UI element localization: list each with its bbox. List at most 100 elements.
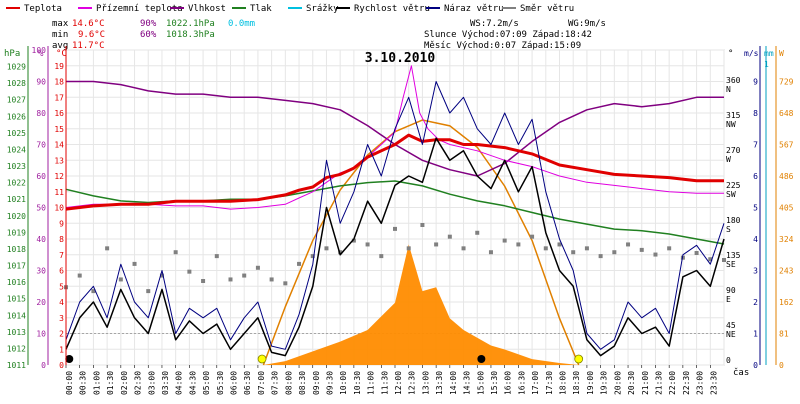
temperature-line — [65, 133, 724, 211]
direction-tick-compass: NE — [726, 330, 736, 339]
right-axes: °045NE90E135SE180S225SW270W315NW360Nm/s0… — [726, 46, 794, 370]
stats-min-press: 1018.3hPa — [166, 30, 215, 40]
direction-tick: 270 — [726, 146, 741, 155]
solar-tick: 324 — [779, 235, 794, 244]
legend-label-3: Tlak — [250, 4, 272, 14]
x-tick-label: 05:00 — [202, 371, 211, 395]
wind-dir-point — [420, 223, 425, 227]
hpa-tick: 1020 — [7, 212, 26, 221]
wind-dir-point — [132, 261, 137, 266]
wind-dir-point — [365, 242, 370, 247]
celsius-tick: 7 — [59, 251, 64, 260]
wind-dir-point — [502, 238, 507, 243]
hpa-tick: 1026 — [7, 112, 26, 121]
wind-dir-point — [612, 250, 617, 255]
x-tick-label: 06:30 — [243, 371, 252, 395]
wind-axis-label: m/s — [744, 49, 759, 58]
x-tick-label: 14:30 — [463, 371, 472, 395]
x-tick-label: 23:30 — [709, 371, 718, 395]
wind-tick: 7 — [753, 141, 758, 150]
x-tick-label: 20:00 — [613, 371, 622, 395]
percent-tick: 10 — [36, 330, 46, 339]
x-tick-label: 17:00 — [531, 371, 540, 395]
x-tick-label: 10:30 — [353, 371, 362, 395]
percent-tick: 20 — [36, 298, 46, 307]
wind-dir-point — [351, 238, 356, 243]
sunrise-marker — [257, 354, 267, 364]
x-tick-label: 21:00 — [641, 371, 650, 395]
wind-tick: 9 — [753, 78, 758, 87]
hpa-tick: 1018 — [7, 245, 26, 254]
solar-tick: 162 — [779, 298, 794, 307]
wind-dir-point — [626, 242, 631, 247]
wind-dir-point — [393, 226, 397, 231]
solar-tick: 0 — [779, 361, 784, 370]
x-tick-label: 02:30 — [134, 371, 143, 395]
x-tick-label: 02:00 — [120, 371, 129, 395]
wind-tick: 2 — [753, 298, 758, 307]
direction-tick: 360 — [726, 76, 741, 85]
wind-tick: 5 — [753, 204, 758, 213]
percent-tick: 80 — [36, 109, 46, 118]
wind-dir-point — [543, 246, 548, 251]
x-tick-label: 09:30 — [325, 371, 334, 395]
legend-label-6: Náraz větru — [444, 4, 504, 14]
wind-dir-point — [598, 254, 603, 259]
direction-axis-label: ° — [728, 49, 733, 59]
x-tick-label: 11:00 — [367, 371, 376, 395]
stats-min-temp: 9.6°C — [78, 30, 105, 40]
solar-layer — [262, 119, 580, 366]
celsius-tick: 10 — [54, 204, 64, 213]
percent-tick: 40 — [36, 235, 46, 244]
wind-gust-line — [65, 81, 725, 350]
x-tick-label: 07:30 — [271, 371, 280, 395]
moonrise-marker — [65, 355, 74, 363]
x-tick-label: 00:00 — [65, 371, 74, 395]
wind-dir-point — [214, 254, 219, 259]
stats-moon: Měsíc Východ:0:07 Západ:15:09 — [424, 41, 581, 51]
wind-dir-point — [310, 254, 315, 259]
moonset-marker — [477, 355, 486, 363]
percent-tick: 50 — [36, 204, 46, 213]
wind-dir-point — [639, 247, 644, 252]
direction-tick: 0 — [726, 356, 731, 365]
solar-tick: 486 — [779, 172, 794, 181]
celsius-tick: 16 — [54, 109, 64, 118]
solar-axis-label: W — [779, 49, 784, 58]
wind-dir-point — [694, 251, 699, 255]
x-tick-label: 09:00 — [312, 371, 321, 395]
wind-dir-point — [118, 277, 123, 282]
wind-dir-point — [475, 230, 480, 235]
direction-tick: 225 — [726, 181, 741, 190]
event-layer — [65, 354, 584, 364]
hpa-tick: 1025 — [7, 129, 26, 138]
wind-dir-point — [530, 234, 535, 239]
x-tick-label: 13:00 — [421, 371, 430, 395]
hpa-tick: 1015 — [7, 295, 26, 304]
hpa-tick: 1011 — [7, 361, 26, 370]
solar-tick: 567 — [779, 141, 794, 150]
x-tick-label: 07:00 — [257, 371, 266, 395]
direction-tick-compass: E — [726, 295, 731, 304]
celsius-tick: 13 — [54, 156, 64, 165]
wind-direction-layer — [64, 223, 726, 294]
x-tick-label: 03:00 — [147, 371, 156, 395]
wind-dir-point — [571, 250, 576, 255]
x-tick-label: 19:30 — [600, 371, 609, 395]
celsius-tick: 14 — [54, 141, 64, 150]
wind-dir-point — [584, 246, 589, 251]
direction-tick-compass: N — [726, 85, 731, 94]
wind-tick: 4 — [753, 235, 758, 244]
celsius-axis-label: °C — [56, 49, 67, 59]
wind-dir-point — [708, 257, 713, 262]
celsius-tick: 1 — [59, 345, 64, 354]
wind-dir-point — [228, 277, 233, 282]
direction-tick: 180 — [726, 216, 741, 225]
celsius-tick: 9 — [59, 219, 64, 228]
x-tick-label: 01:30 — [106, 371, 115, 395]
x-tick-label: 22:00 — [668, 371, 677, 395]
x-tick-label: 00:30 — [79, 371, 88, 395]
x-tick-label: 04:00 — [175, 371, 184, 395]
direction-tick-compass: W — [726, 155, 731, 164]
